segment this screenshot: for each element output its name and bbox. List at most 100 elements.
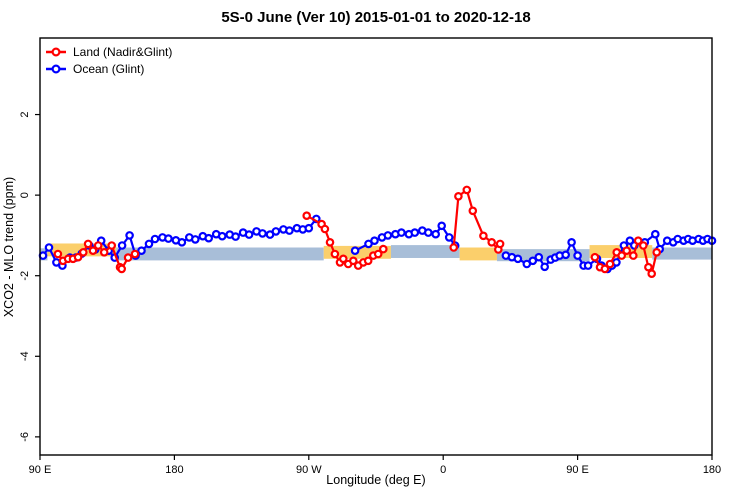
- land-data-point: [53, 249, 63, 259]
- y-tick-label: 0: [19, 192, 31, 198]
- ocean-data-point: [271, 227, 281, 236]
- x-tick-label: 180: [165, 464, 183, 476]
- ocean-data-point: [437, 221, 447, 231]
- y-axis-title: XCO2 - MLO trend (ppm): [2, 177, 16, 317]
- ocean-data-point: [231, 232, 240, 241]
- land-data-point: [462, 185, 472, 195]
- land-data-point: [468, 206, 478, 216]
- land-data-point: [652, 248, 662, 257]
- land-data-point: [638, 241, 648, 250]
- land-data-point: [449, 243, 459, 252]
- land-data-point: [633, 236, 643, 246]
- plot-border: [39, 37, 713, 456]
- ocean-data-point: [650, 229, 660, 239]
- chart-legend: Land (Nadir&Glint) Ocean (Glint): [46, 45, 172, 76]
- ocean-data-point: [217, 231, 227, 241]
- ocean-data-point: [567, 238, 576, 247]
- land-data-point: [83, 239, 93, 249]
- legend-ocean-marker-icon: [51, 64, 61, 74]
- land-data-point: [338, 254, 348, 264]
- ocean-data-point: [244, 230, 254, 239]
- ocean-data-point: [540, 262, 550, 272]
- ocean-data-point: [164, 234, 173, 243]
- land-data-point: [73, 252, 83, 262]
- x-tick-label: 0: [440, 464, 446, 476]
- land-data-point: [590, 252, 600, 262]
- land-data-point: [93, 241, 103, 250]
- ocean-data-point: [513, 254, 523, 264]
- land-data-point: [378, 244, 388, 254]
- ocean-data-point: [444, 233, 454, 242]
- land-data-point: [647, 269, 657, 279]
- x-tick-label: 180: [703, 464, 721, 476]
- ocean-data-point: [573, 251, 582, 260]
- x-tick-label: 90 W: [296, 464, 322, 476]
- land-data-point: [454, 192, 463, 201]
- ocean-data-point: [150, 234, 160, 244]
- ocean-data-point: [285, 226, 294, 235]
- ocean-data-point: [117, 241, 127, 250]
- land-data-point: [117, 264, 127, 274]
- y-tick-label: -4: [19, 351, 31, 361]
- land-data-point: [363, 256, 373, 266]
- legend-land-marker-icon: [51, 47, 61, 57]
- band-segment-land: [459, 247, 497, 261]
- ocean-data-point: [137, 246, 146, 256]
- plot-layer: [38, 185, 717, 279]
- ocean-data-point: [304, 223, 314, 233]
- legend-land-label: Land (Nadir&Glint): [73, 45, 172, 59]
- ocean-data-point: [423, 228, 433, 237]
- land-data-point: [123, 253, 133, 262]
- land-data-point: [617, 251, 627, 260]
- ocean-data-point: [204, 233, 214, 243]
- y-tick-label: 2: [19, 111, 31, 117]
- ocean-data-point: [410, 228, 420, 237]
- ocean-data-point: [383, 231, 393, 240]
- ocean-data-point: [528, 256, 538, 266]
- land-data-point: [88, 246, 98, 256]
- chart-title: 5S-0 June (Ver 10) 2015-01-01 to 2020-12…: [221, 9, 530, 26]
- land-data-point: [99, 248, 109, 257]
- x-axis-title: Longitude (deg E): [326, 473, 425, 487]
- land-data-point: [330, 249, 340, 259]
- land-data-point: [644, 262, 653, 272]
- ocean-data-point: [431, 229, 441, 239]
- land-data-point: [79, 248, 88, 257]
- ocean-data-point: [44, 243, 54, 252]
- land-data-point: [320, 224, 330, 234]
- ocean-data-point: [144, 239, 154, 249]
- x-tick-label: 90 E: [566, 464, 589, 476]
- ocean-data-point: [397, 228, 406, 237]
- ocean-data-point: [177, 238, 187, 247]
- series-land: [53, 185, 662, 279]
- axis-layer: 90 E 180 90 W 0 90 E 180 2 0 -2 -4 -6: [19, 111, 721, 476]
- ocean-data-point: [258, 229, 267, 238]
- band-segment-ocean: [390, 245, 460, 258]
- land-data-point: [479, 231, 488, 241]
- land-data-point: [628, 251, 638, 260]
- y-tick-label: -6: [19, 432, 31, 442]
- ocean-data-point: [583, 261, 593, 270]
- land-data-point: [348, 256, 358, 266]
- ocean-data-point: [534, 252, 544, 262]
- ocean-data-point: [38, 251, 48, 260]
- land-data-point: [130, 249, 140, 259]
- ocean-data-point: [350, 246, 360, 256]
- ocean-data-point: [191, 235, 200, 244]
- ocean-data-point: [125, 231, 134, 240]
- x-tick-label: 90 E: [29, 464, 52, 476]
- land-data-point: [622, 246, 632, 256]
- land-data-point: [302, 211, 312, 221]
- land-data-point: [107, 241, 117, 250]
- band-segment-ocean: [652, 247, 712, 260]
- land-data-point: [600, 264, 610, 274]
- legend-ocean-label: Ocean (Glint): [73, 62, 144, 76]
- y-tick-label: -2: [19, 271, 31, 281]
- land-data-point: [605, 259, 615, 269]
- land-data-point: [325, 238, 335, 247]
- land-data-point: [495, 239, 505, 249]
- ocean-data-point: [561, 250, 571, 260]
- band-segment-ocean: [116, 247, 324, 261]
